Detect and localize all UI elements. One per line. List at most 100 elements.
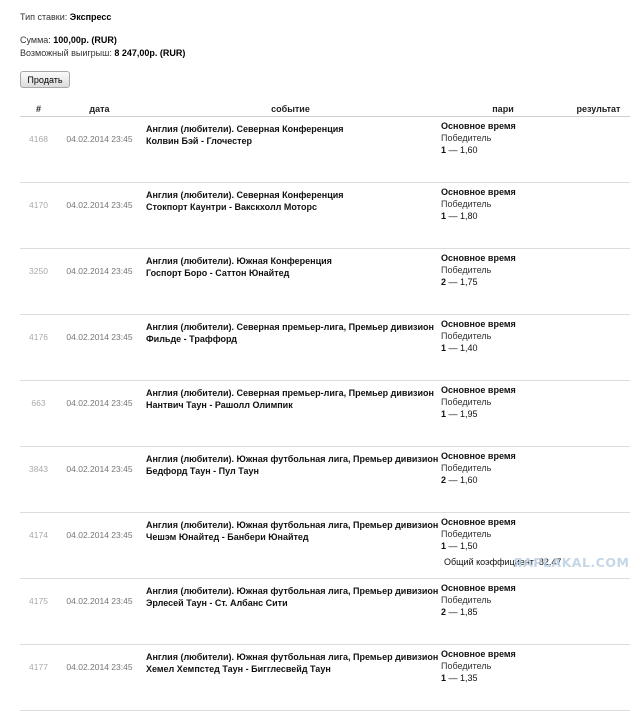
- bet-cell: Основное время Победитель 1 — 1,80: [439, 182, 567, 249]
- event-cell: Англия (любители). Южная футбольная лига…: [142, 578, 439, 645]
- bet-date: 04.02.2014 23:45: [57, 578, 142, 645]
- event-match: Чешэм Юнайтед - Банбери Юнайтед: [146, 532, 309, 542]
- bet-outcome: 1: [441, 211, 447, 221]
- bet-date: 04.02.2014 23:45: [57, 182, 142, 249]
- bet-date: 04.02.2014 23:45: [57, 248, 142, 315]
- bet-cell: Основное время Победитель 1 — 1,95: [439, 380, 567, 447]
- bet-result: [567, 248, 630, 315]
- bet-date: 04.02.2014 23:45: [57, 380, 142, 447]
- bet-outcome: 2: [441, 277, 447, 287]
- col-header-id: #: [20, 101, 57, 117]
- event-league: Англия (любители). Северная премьер-лига…: [146, 322, 434, 332]
- bet-id: 4174: [20, 512, 57, 579]
- bet-id: 3843: [20, 446, 57, 513]
- event-match: Нантвич Таун - Рашолл Олимпик: [146, 400, 293, 410]
- bet-coefficient: 1,40: [460, 343, 478, 353]
- bet-date: 04.02.2014 23:45: [57, 644, 142, 711]
- event-cell: Англия (любители). Северная премьер-лига…: [142, 314, 439, 381]
- bet-odds: 1 — 1,40: [441, 343, 478, 353]
- table-row: 4168 04.02.2014 23:45 Англия (любители). С…: [20, 116, 630, 183]
- event-league: Англия (любители). Южная футбольная лига…: [146, 454, 439, 464]
- event-cell: Англия (любители). Южная футбольная лига…: [142, 644, 439, 711]
- bet-cell: Основное время Победитель 2 — 1,75: [439, 248, 567, 315]
- bet-outcome: 1: [441, 409, 447, 419]
- total-coefficient-value: 82,47: [538, 557, 562, 567]
- bet-odds: 1 — 1,80: [441, 211, 478, 221]
- bet-type-value: Экспресс: [69, 12, 112, 22]
- bet-odds: 1 — 1,35: [441, 673, 478, 683]
- event-cell: Англия (любители). Южная футбольная лига…: [142, 446, 439, 513]
- possible-win-value: 8 247,00р. (RUR): [114, 48, 186, 58]
- bet-period: Основное время: [441, 649, 516, 659]
- event-cell: Англия (любители). Южная Конференция Госп…: [142, 248, 439, 315]
- bet-period: Основное время: [441, 517, 516, 527]
- bet-id: 4176: [20, 314, 57, 381]
- bet-outcome: 1: [441, 541, 447, 551]
- bet-coefficient: 1,50: [460, 541, 478, 551]
- bet-cell: Основное время Победитель 2 — 1,60: [439, 446, 567, 513]
- event-match: Хемел Хемпстед Таун - Бигглесвейд Таун: [146, 664, 331, 674]
- bet-period: Основное время: [441, 187, 516, 197]
- bet-coefficient: 1,95: [460, 409, 478, 419]
- bet-outcome: 1: [441, 673, 447, 683]
- total-coefficient: Общий коэффициент: 82,47: [444, 557, 561, 567]
- bet-cell: Основное время Победитель 2 — 1,85: [439, 578, 567, 645]
- bet-outcome: 1: [441, 343, 447, 353]
- table-row: 3250 04.02.2014 23:45 Англия (любители). Ю…: [20, 248, 630, 315]
- bet-market: Победитель: [441, 463, 492, 473]
- bet-market: Победитель: [441, 331, 492, 341]
- bet-outcome: 2: [441, 607, 447, 617]
- bet-result: [567, 182, 630, 249]
- sum-value: 100,00р. (RUR): [53, 35, 117, 45]
- bet-coefficient: 1,75: [460, 277, 478, 287]
- sum-label: Сумма:: [20, 35, 51, 45]
- event-league: Англия (любители). Южная футбольная лига…: [146, 652, 439, 662]
- bet-odds: 2 — 1,60: [441, 475, 478, 485]
- bet-market: Победитель: [441, 265, 492, 275]
- bet-id: 663: [20, 380, 57, 447]
- bet-id: 4168: [20, 116, 57, 183]
- bet-cell: Основное время Победитель 1 — 1,50: [439, 512, 567, 579]
- possible-win-line: Возможный выигрыш: 8 247,00р. (RUR): [20, 48, 185, 58]
- event-league: Англия (любители). Южная Конференция: [146, 256, 332, 266]
- table-row: 4174 04.02.2014 23:45 Англия (любители). Ю…: [20, 512, 630, 579]
- event-cell: Англия (любители). Северная премьер-лига…: [142, 380, 439, 447]
- bet-date: 04.02.2014 23:45: [57, 512, 142, 579]
- table-row: 4176 04.02.2014 23:45 Англия (любители). С…: [20, 314, 630, 381]
- col-header-result: результат: [567, 101, 630, 117]
- bet-coefficient: 1,85: [460, 607, 478, 617]
- bet-period: Основное время: [441, 385, 516, 395]
- event-league: Англия (любители). Северная Конференция: [146, 190, 344, 200]
- bet-market: Победитель: [441, 133, 492, 143]
- bet-id: 4175: [20, 578, 57, 645]
- bet-cell: Основное время Победитель 1 — 1,35: [439, 644, 567, 711]
- event-cell: Англия (любители). Северная Конференция К…: [142, 116, 439, 183]
- event-match: Бедфорд Таун - Пул Таун: [146, 466, 259, 476]
- bet-market: Победитель: [441, 199, 492, 209]
- bet-odds: 2 — 1,85: [441, 607, 478, 617]
- event-league: Англия (любители). Южная футбольная лига…: [146, 520, 439, 530]
- event-match: Эрлесей Таун - Ст. Албанс Сити: [146, 598, 288, 608]
- bet-cell: Основное время Победитель 1 — 1,40: [439, 314, 567, 381]
- bet-period: Основное время: [441, 451, 516, 461]
- bet-coefficient: 1,80: [460, 211, 478, 221]
- bet-type-line: Тип ставки: Экспресс: [20, 12, 111, 22]
- bet-result: [567, 578, 630, 645]
- bets-table: # дата событие пари результат 4168 04.02.…: [20, 101, 630, 711]
- bet-coefficient: 1,60: [460, 475, 478, 485]
- col-header-bet: пари: [439, 101, 567, 117]
- event-league: Англия (любители). Северная Конференция: [146, 124, 344, 134]
- bet-type-label: Тип ставки:: [20, 12, 68, 22]
- sum-line: Сумма: 100,00р. (RUR): [20, 35, 117, 45]
- watermark-logo: ЯАPLAKAL.COM: [513, 555, 630, 570]
- event-cell: Англия (любители). Северная Конференция С…: [142, 182, 439, 249]
- bet-period: Основное время: [441, 253, 516, 263]
- sell-button[interactable]: Продать: [20, 71, 70, 88]
- event-cell: Англия (любители). Южная футбольная лига…: [142, 512, 439, 579]
- table-row: 3843 04.02.2014 23:45 Англия (любители). Ю…: [20, 446, 630, 513]
- bet-date: 04.02.2014 23:45: [57, 314, 142, 381]
- bet-id: 4170: [20, 182, 57, 249]
- bet-date: 04.02.2014 23:45: [57, 116, 142, 183]
- total-coefficient-label: Общий коэффициент:: [444, 557, 537, 567]
- event-league: Англия (любители). Северная премьер-лига…: [146, 388, 434, 398]
